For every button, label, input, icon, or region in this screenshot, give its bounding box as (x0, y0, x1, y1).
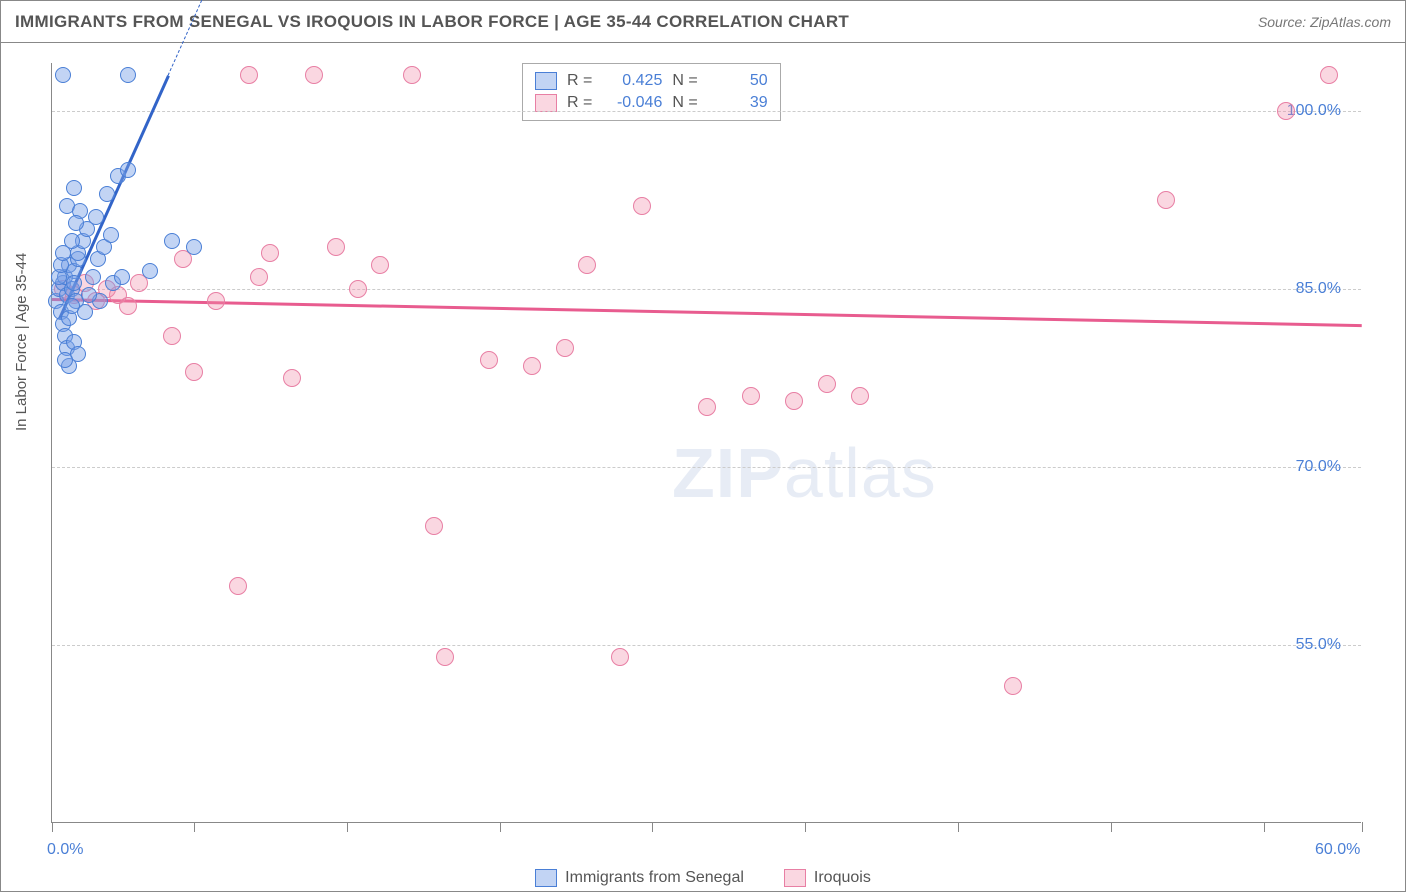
chart-container: IMMIGRANTS FROM SENEGAL VS IROQUOIS IN L… (0, 0, 1406, 892)
r-value-iroquois: -0.046 (602, 94, 662, 112)
chart-title: IMMIGRANTS FROM SENEGAL VS IROQUOIS IN L… (15, 12, 849, 32)
iroquois-point (742, 387, 760, 405)
gridline (52, 289, 1361, 290)
y-tick-label: 85.0% (1296, 280, 1341, 298)
r-label: R = (567, 94, 592, 112)
gridline (52, 111, 1361, 112)
iroquois-point (327, 238, 345, 256)
x-min-label: 0.0% (47, 841, 83, 859)
iroquois-point (349, 280, 367, 298)
iroquois-point (185, 363, 203, 381)
iroquois-point (523, 357, 541, 375)
iroquois-point (556, 339, 574, 357)
swatch-senegal (535, 72, 557, 90)
senegal-point (120, 67, 136, 83)
x-tick (52, 822, 53, 832)
legend-label-senegal: Immigrants from Senegal (565, 869, 744, 887)
legend-label-iroquois: Iroquois (814, 869, 871, 887)
iroquois-point (403, 66, 421, 84)
senegal-point (99, 186, 115, 202)
iroquois-point (261, 244, 279, 262)
iroquois-point (283, 369, 301, 387)
iroquois-point (207, 292, 225, 310)
source-label: Source: ZipAtlas.com (1258, 14, 1391, 30)
senegal-point (55, 67, 71, 83)
plot-area: ZIPatlas R = 0.425 N = 50 R = -0.046 N =… (51, 63, 1361, 823)
iroquois-point (633, 197, 651, 215)
senegal-point (164, 233, 180, 249)
senegal-point (64, 233, 80, 249)
stats-row-senegal: R = 0.425 N = 50 (535, 70, 768, 92)
iroquois-point (229, 577, 247, 595)
senegal-point (68, 215, 84, 231)
iroquois-point (425, 517, 443, 535)
x-tick (652, 822, 653, 832)
x-tick (958, 822, 959, 832)
senegal-point (142, 263, 158, 279)
iroquois-point (240, 66, 258, 84)
x-tick (194, 822, 195, 832)
legend-item-senegal: Immigrants from Senegal (535, 869, 744, 887)
legend-item-iroquois: Iroquois (784, 869, 871, 887)
iroquois-point (480, 351, 498, 369)
senegal-point (81, 287, 97, 303)
x-tick (1264, 822, 1265, 832)
x-tick (1362, 822, 1363, 832)
r-label: R = (567, 72, 592, 90)
n-value-senegal: 50 (708, 72, 768, 90)
iroquois-point (305, 66, 323, 84)
iroquois-point (1004, 677, 1022, 695)
stats-legend: R = 0.425 N = 50 R = -0.046 N = 39 (522, 63, 781, 121)
swatch-iroquois (535, 94, 557, 112)
iroquois-point (851, 387, 869, 405)
iroquois-point (371, 256, 389, 274)
senegal-point (85, 269, 101, 285)
n-label: N = (672, 72, 697, 90)
watermark: ZIPatlas (672, 433, 937, 513)
bottom-legend: Immigrants from Senegal Iroquois (1, 869, 1405, 887)
y-tick-label: 100.0% (1287, 102, 1341, 120)
iroquois-point (1157, 191, 1175, 209)
gridline (52, 467, 1361, 468)
senegal-point (88, 209, 104, 225)
iroquois-point (119, 297, 137, 315)
x-tick (347, 822, 348, 832)
iroquois-point (578, 256, 596, 274)
senegal-point (114, 269, 130, 285)
senegal-point (103, 227, 119, 243)
n-value-iroquois: 39 (708, 94, 768, 112)
gridline (52, 645, 1361, 646)
iroquois-point (250, 268, 268, 286)
y-axis-label: In Labor Force | Age 35-44 (13, 253, 30, 431)
x-max-label: 60.0% (1315, 841, 1360, 859)
x-tick (1111, 822, 1112, 832)
title-bar: IMMIGRANTS FROM SENEGAL VS IROQUOIS IN L… (1, 1, 1405, 43)
senegal-point (120, 162, 136, 178)
watermark-rest: atlas (784, 434, 937, 512)
iroquois-point (1320, 66, 1338, 84)
iroquois-point (611, 648, 629, 666)
n-label: N = (672, 94, 697, 112)
swatch-iroquois (784, 869, 806, 887)
senegal-point (66, 180, 82, 196)
iroquois-point (163, 327, 181, 345)
x-tick (500, 822, 501, 832)
senegal-point (186, 239, 202, 255)
x-tick (805, 822, 806, 832)
senegal-point (66, 275, 82, 291)
iroquois-point (436, 648, 454, 666)
r-value-senegal: 0.425 (602, 72, 662, 90)
iroquois-point (785, 392, 803, 410)
swatch-senegal (535, 869, 557, 887)
iroquois-trend-line (52, 298, 1362, 327)
y-tick-label: 70.0% (1296, 458, 1341, 476)
y-tick-label: 55.0% (1296, 636, 1341, 654)
iroquois-point (1277, 102, 1295, 120)
iroquois-point (698, 398, 716, 416)
watermark-bold: ZIP (672, 434, 784, 512)
senegal-point (57, 352, 73, 368)
iroquois-point (818, 375, 836, 393)
senegal-point (77, 304, 93, 320)
